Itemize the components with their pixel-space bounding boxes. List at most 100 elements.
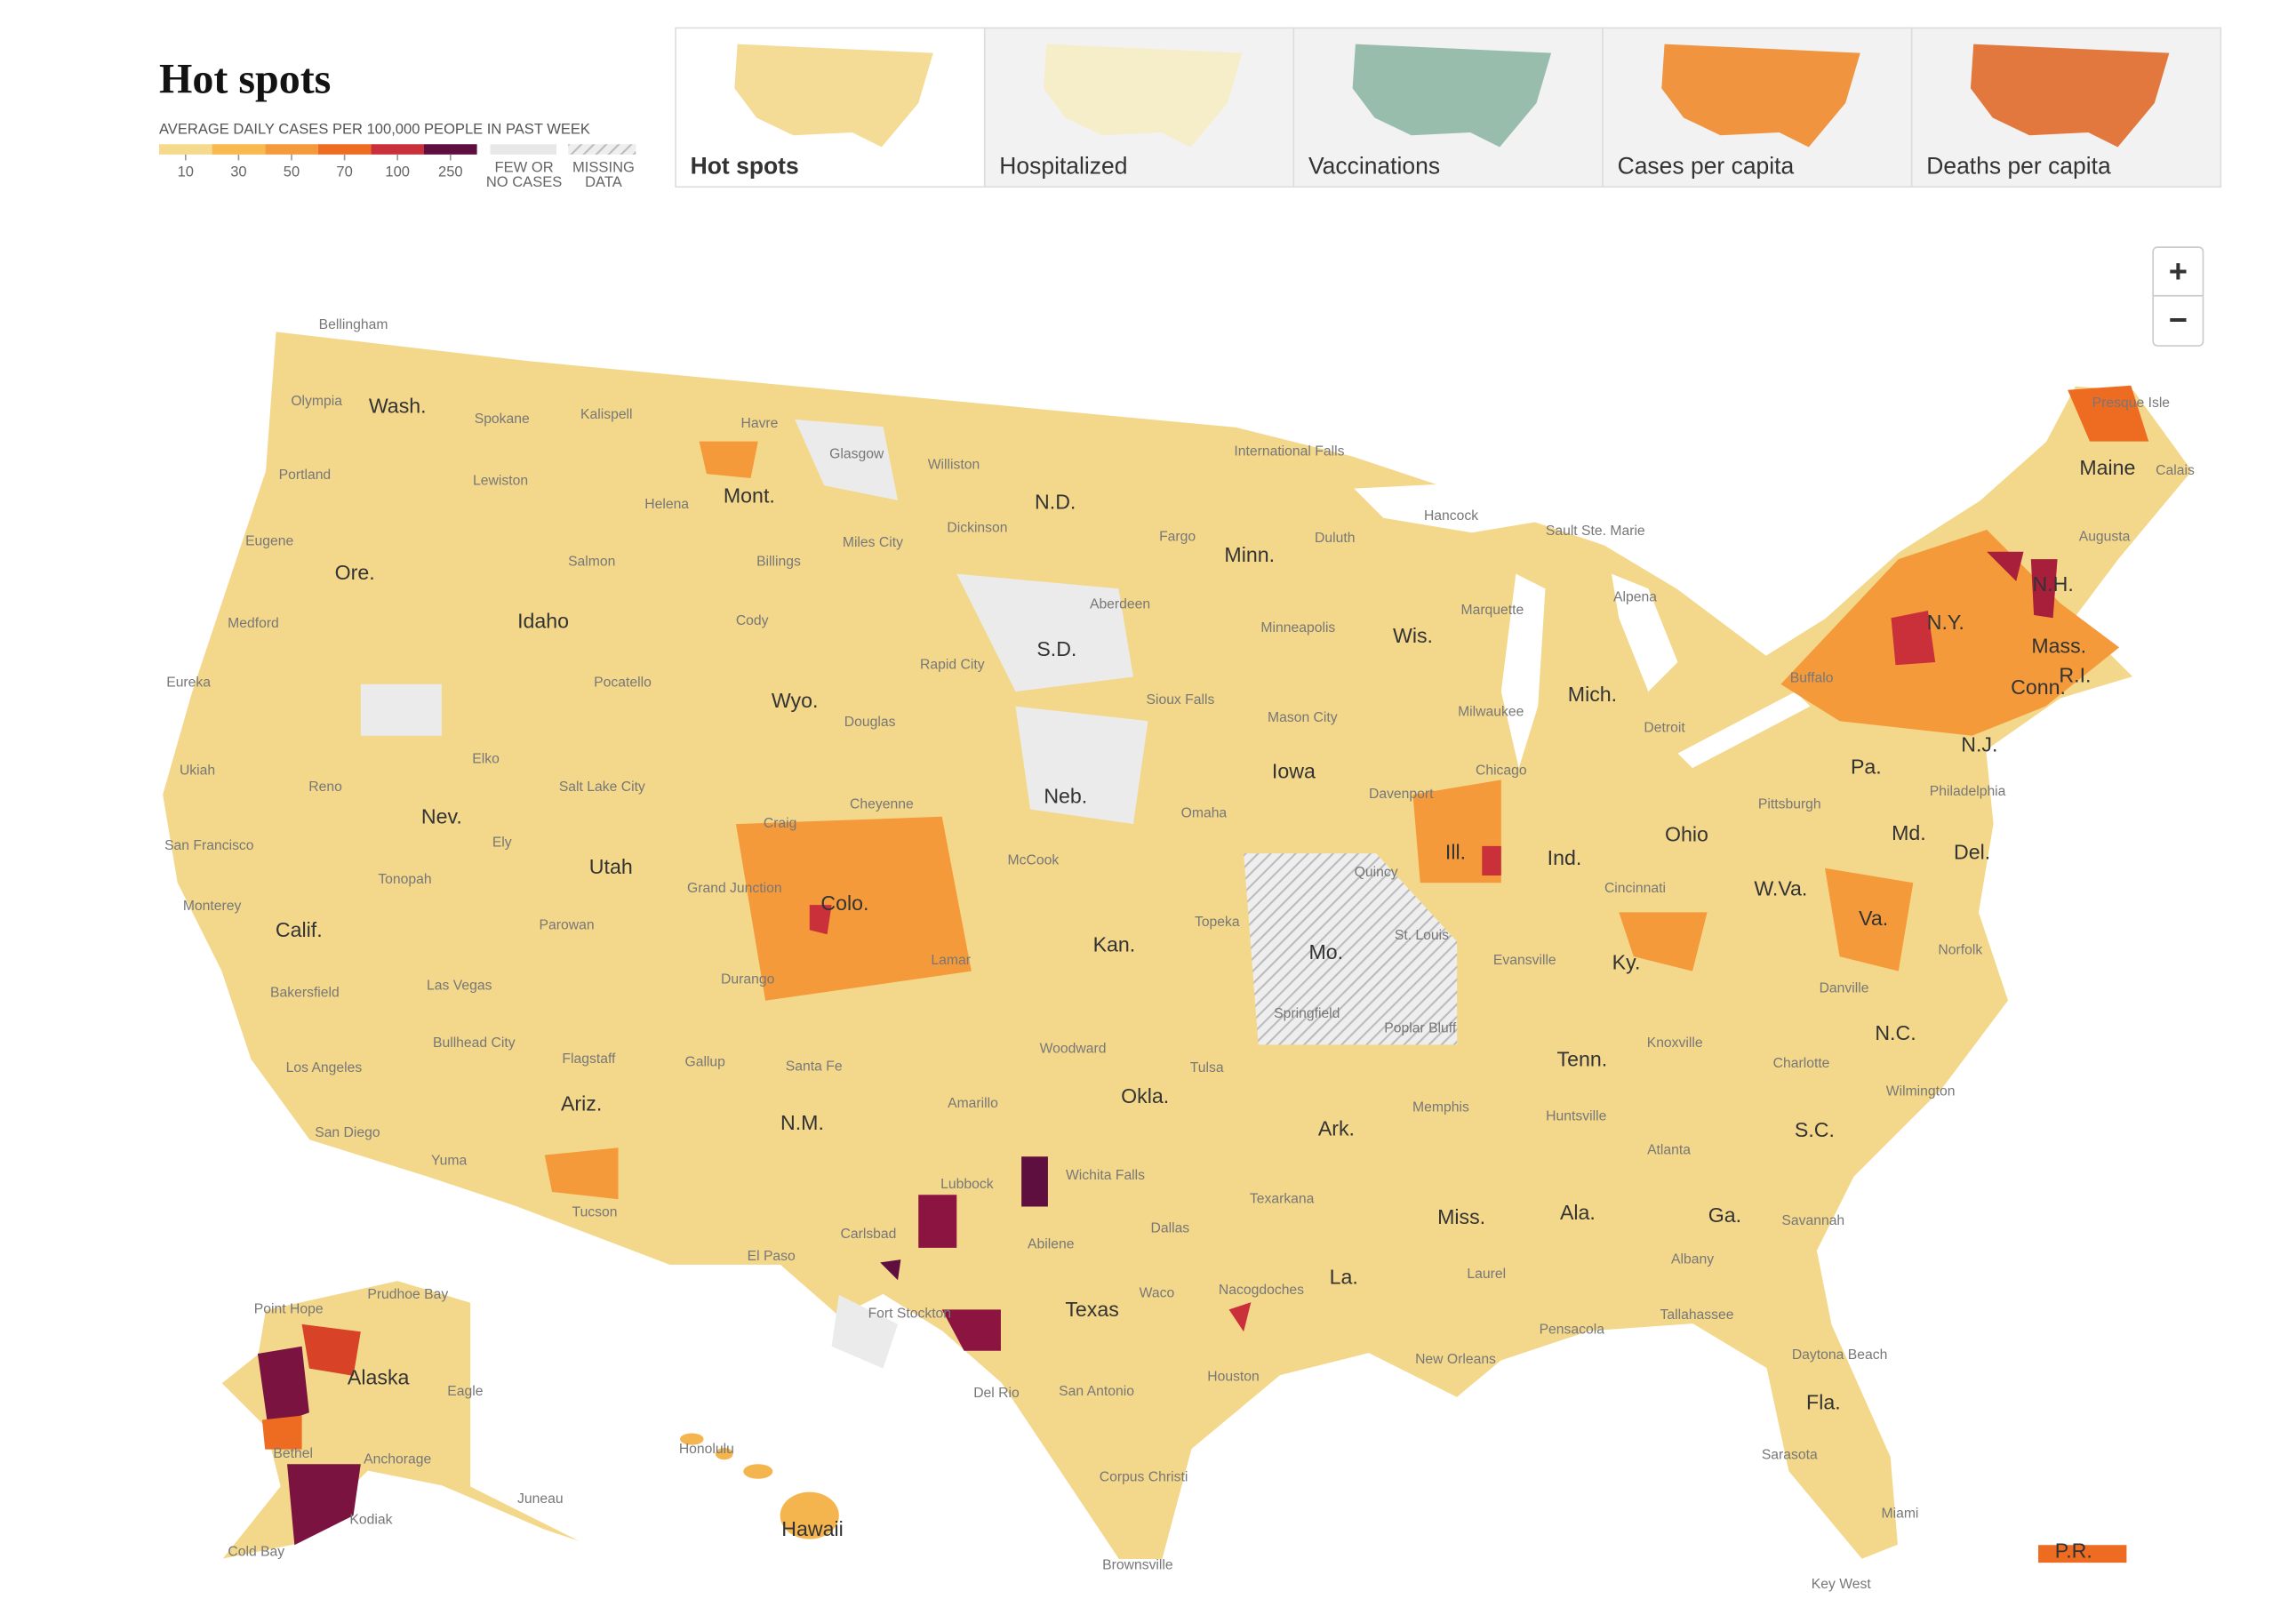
state-label: Md.	[1892, 821, 1926, 844]
city-label: Sault Ste. Marie	[1546, 524, 1645, 539]
state-label: Minn.	[1224, 543, 1275, 566]
city-label: Tallahassee	[1660, 1307, 1733, 1323]
state-label: Idaho	[517, 609, 569, 632]
city-label: Topeka	[1195, 915, 1240, 930]
state-label: Ky.	[1612, 950, 1641, 973]
area	[809, 905, 832, 935]
city-label: Lamar	[931, 953, 971, 968]
zoom-control: + −	[2152, 246, 2204, 347]
map: Bellingham Olympia Spokane Kalispell Havre Gl…	[161, 317, 2195, 1592]
city-label: Calais	[2156, 463, 2195, 478]
city-label: Omaha	[1181, 806, 1228, 821]
city-label: Chicago	[1476, 764, 1527, 779]
tab-thumbnail	[1352, 44, 1552, 148]
area	[1825, 867, 1914, 971]
area	[831, 1294, 899, 1369]
tab-label[interactable]: Vaccinations	[1308, 152, 1440, 179]
city-label: Yuma	[431, 1153, 467, 1168]
zoom-in[interactable]: +	[2169, 253, 2188, 290]
state-label: Mo.	[1309, 940, 1344, 963]
city-label: Honolulu	[679, 1442, 734, 1457]
city-label: Alpena	[1613, 589, 1657, 604]
area	[941, 1309, 1001, 1351]
city-label: Houston	[1207, 1370, 1260, 1385]
city-label: Eureka	[166, 675, 211, 690]
state-label: Alaska	[348, 1365, 410, 1388]
tab-label[interactable]: Hot spots	[691, 152, 799, 179]
city-label: Nacogdoches	[1219, 1283, 1304, 1298]
city-label: Medford	[228, 616, 279, 631]
alaska	[219, 1279, 589, 1562]
state-label: Neb.	[1044, 784, 1087, 807]
state-label: Colo.	[820, 891, 868, 915]
city-label: Miles City	[843, 535, 903, 550]
city-label: Tucson	[572, 1204, 618, 1219]
state-label: Ariz.	[561, 1091, 602, 1115]
state-label: Ga.	[1708, 1203, 1741, 1227]
state-label: Wyo.	[772, 689, 819, 712]
area	[2030, 559, 2058, 619]
city-label: Billings	[756, 555, 801, 570]
city-label: Dallas	[1150, 1220, 1189, 1235]
city-label: Brownsville	[1102, 1558, 1173, 1573]
city-label: Glasgow	[829, 447, 884, 462]
area	[699, 441, 758, 479]
city-label: Wichita Falls	[1066, 1168, 1145, 1183]
city-label: Milwaukee	[1458, 704, 1524, 719]
city-label: Aberdeen	[1090, 597, 1150, 612]
city-label: Woodward	[1040, 1042, 1107, 1057]
state-label: N.Y.	[1927, 611, 1964, 634]
city-label: New Orleans	[1415, 1352, 1496, 1367]
area	[1412, 780, 1501, 883]
area	[1482, 845, 1501, 876]
city-label: Laurel	[1467, 1267, 1506, 1282]
city-label: San Francisco	[164, 838, 254, 853]
tab-label[interactable]: Hospitalized	[999, 152, 1127, 179]
city-label: Daytona Beach	[1792, 1347, 1887, 1363]
state-label: Mont.	[724, 484, 775, 508]
city-label: Corpus Christi	[1100, 1469, 1188, 1484]
lake	[1677, 692, 1811, 769]
city-label: Miami	[1881, 1507, 1918, 1522]
city-label: Detroit	[1644, 721, 1685, 736]
tab-label[interactable]: Cases per capita	[1618, 152, 1795, 179]
city-label: Texarkana	[1250, 1191, 1315, 1206]
legend-swatch	[159, 144, 212, 155]
area	[956, 573, 1133, 692]
city-label: Waco	[1140, 1285, 1175, 1300]
city-label: Olympia	[291, 394, 342, 409]
missing-label: MISSING	[572, 159, 635, 176]
city-label: Pensacola	[1540, 1323, 1605, 1338]
legend-tick-label: 100	[385, 164, 410, 180]
tab-label[interactable]: Deaths per capita	[1926, 152, 2111, 179]
city-label: Kodiak	[349, 1512, 392, 1527]
state-label: Maine	[2079, 456, 2135, 479]
island	[743, 1464, 773, 1479]
city-label: Eugene	[245, 533, 293, 548]
city-label: Cold Bay	[228, 1545, 284, 1560]
state-label: Pa.	[1851, 755, 1882, 778]
lake	[1611, 573, 1678, 692]
city-label: Point Hope	[254, 1302, 324, 1317]
city-label: Fort Stockton	[868, 1307, 951, 1322]
state-label: P.R.	[2055, 1539, 2092, 1563]
zoom-out[interactable]: −	[2169, 301, 2188, 338]
lake	[1500, 573, 1546, 769]
state-label: N.H.	[2032, 572, 2073, 596]
city-label: Poplar Bluff	[1384, 1020, 1457, 1035]
city-label: McCook	[1008, 853, 1060, 868]
state-label: La.	[1330, 1266, 1358, 1289]
missing-swatch	[568, 144, 636, 155]
island	[780, 1491, 839, 1539]
island	[715, 1447, 733, 1460]
state-label: N.D.	[1035, 490, 1076, 513]
city-label: Bakersfield	[270, 986, 340, 1001]
city-label: Santa Fe	[786, 1059, 843, 1074]
city-label: Tonopah	[378, 872, 431, 887]
area	[735, 816, 972, 1001]
city-label: Spokane	[475, 412, 530, 427]
city-label: San Antonio	[1059, 1384, 1134, 1399]
city-label: Bullhead City	[433, 1035, 516, 1051]
